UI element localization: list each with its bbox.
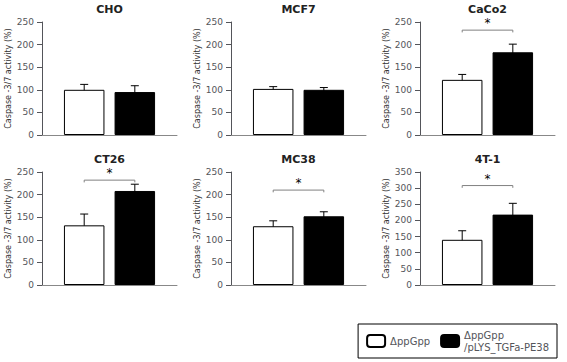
svg-text:Caspase -3/7 activity (%): Caspase -3/7 activity (%) [193,28,202,128]
svg-text:Caspase -3/7 activity (%): Caspase -3/7 activity (%) [382,178,391,278]
svg-text:150: 150 [17,62,34,72]
svg-text:CaCo2: CaCo2 [468,3,507,16]
svg-text:MC38: MC38 [281,153,315,166]
svg-text:150: 150 [206,62,223,72]
svg-text:250: 250 [395,199,412,209]
svg-text:CHO: CHO [96,3,123,16]
svg-text:/pLYS_TGFa-PE38: /pLYS_TGFa-PE38 [464,342,549,354]
svg-text:MCF7: MCF7 [281,3,315,16]
svg-text:250: 250 [206,17,223,27]
svg-text:100: 100 [395,248,412,258]
svg-text:0: 0 [406,280,412,290]
svg-text:0: 0 [217,130,223,140]
svg-text:ΔppGpp: ΔppGpp [464,330,504,341]
svg-text:250: 250 [395,17,412,27]
svg-text:0: 0 [28,130,34,140]
svg-text:4T-1: 4T-1 [475,153,501,166]
svg-text:100: 100 [206,235,223,245]
svg-text:200: 200 [17,190,34,200]
svg-text:250: 250 [17,17,34,27]
svg-text:250: 250 [17,167,34,177]
svg-text:0: 0 [28,280,34,290]
svg-text:ΔppGpp: ΔppGpp [390,336,430,347]
svg-text:*: * [296,176,302,190]
svg-text:Caspase -3/7 activity (%): Caspase -3/7 activity (%) [382,28,391,128]
svg-text:150: 150 [395,232,412,242]
svg-text:*: * [107,166,113,180]
svg-text:*: * [485,172,491,186]
svg-text:CT26: CT26 [94,153,125,166]
svg-text:50: 50 [212,257,224,267]
svg-text:Caspase -3/7 activity (%): Caspase -3/7 activity (%) [4,178,13,278]
svg-text:100: 100 [17,85,34,95]
svg-text:100: 100 [17,235,34,245]
svg-text:0: 0 [217,280,223,290]
svg-text:0: 0 [406,130,412,140]
svg-text:100: 100 [395,85,412,95]
svg-text:200: 200 [395,40,412,50]
svg-text:350: 350 [395,167,412,177]
svg-text:200: 200 [206,190,223,200]
svg-text:200: 200 [395,215,412,225]
svg-text:50: 50 [212,107,224,117]
svg-text:Caspase -3/7 activity (%): Caspase -3/7 activity (%) [193,178,202,278]
svg-text:150: 150 [17,212,34,222]
svg-text:*: * [485,16,491,30]
svg-text:50: 50 [401,107,413,117]
svg-text:100: 100 [206,85,223,95]
svg-text:200: 200 [17,40,34,50]
svg-text:50: 50 [23,107,35,117]
svg-text:50: 50 [401,264,413,274]
svg-text:150: 150 [395,62,412,72]
svg-text:300: 300 [395,183,412,193]
svg-text:50: 50 [23,257,35,267]
svg-text:200: 200 [206,40,223,50]
svg-text:250: 250 [206,167,223,177]
svg-text:Caspase -3/7 activity (%): Caspase -3/7 activity (%) [4,28,13,128]
svg-text:150: 150 [206,212,223,222]
